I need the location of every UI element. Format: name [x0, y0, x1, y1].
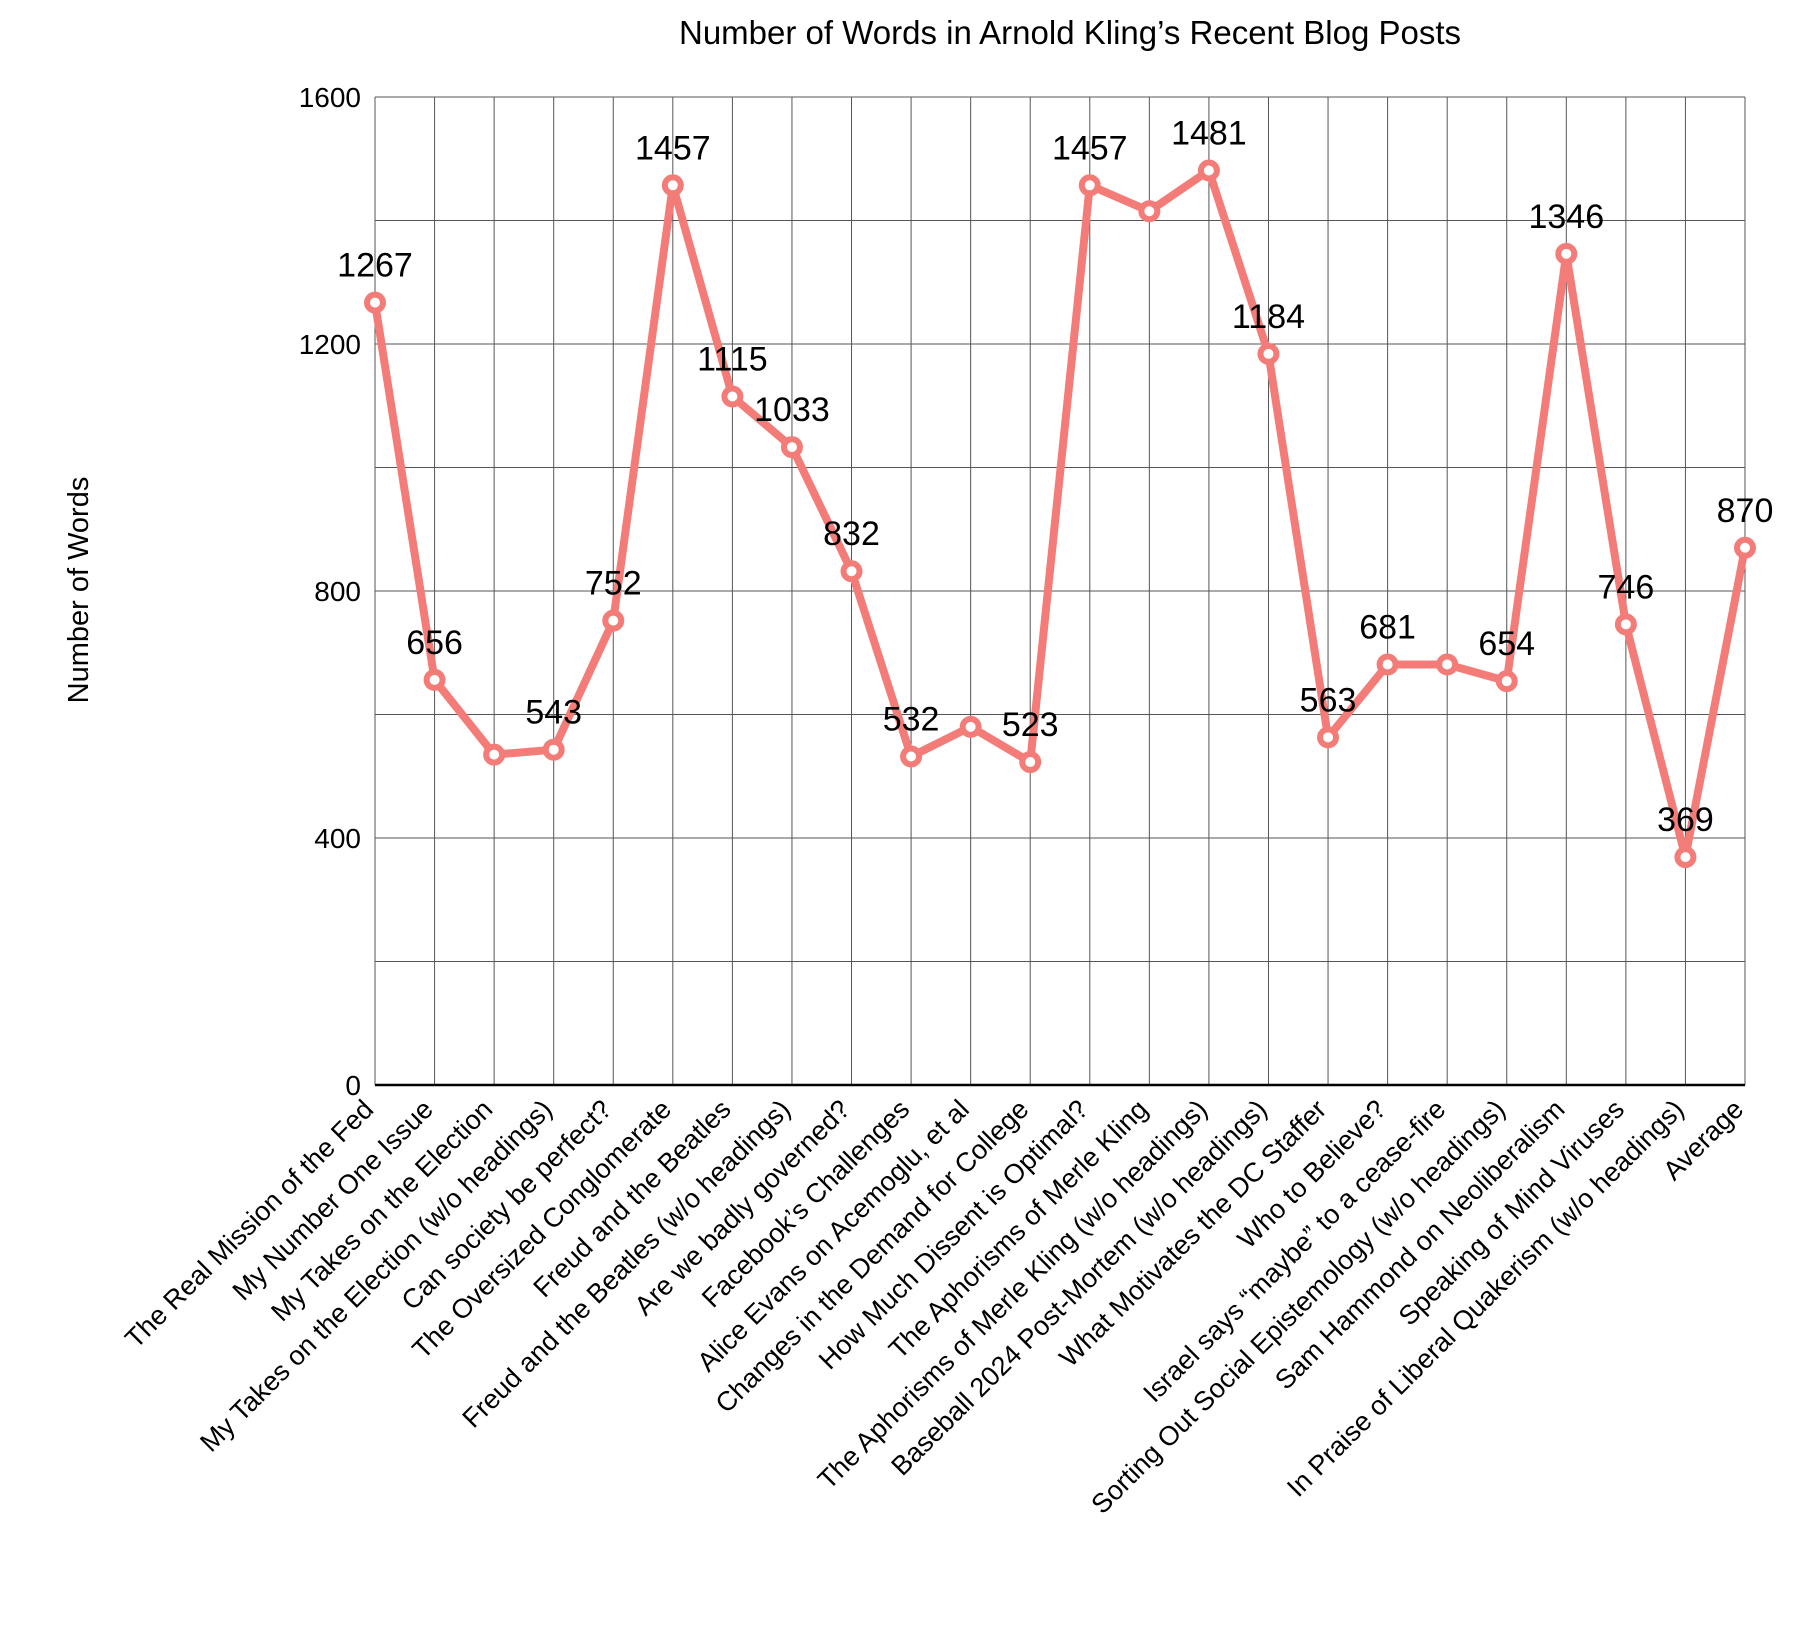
data-point: [780, 436, 803, 459]
data-label: 1184: [1232, 298, 1305, 336]
data-label: 681: [1359, 608, 1416, 646]
data-point: [1317, 726, 1340, 749]
data-point: [1078, 174, 1101, 197]
data-point: [542, 738, 565, 761]
data-label: 1457: [1052, 129, 1128, 167]
data-point: [661, 174, 684, 197]
data-label: 1346: [1528, 198, 1604, 236]
data-labels: 1267 656 543 752 1457 1115 1033 832 532 523 1457 14…: [337, 114, 1773, 839]
data-label: 746: [1598, 568, 1655, 606]
data-point: [1376, 653, 1399, 676]
data-point: [602, 609, 625, 632]
series-layer: [364, 159, 1756, 869]
y-tick-label: 1200: [299, 329, 361, 360]
data-label: 1481: [1171, 114, 1247, 152]
grid-layer: [374, 96, 1746, 1087]
data-point: [364, 291, 386, 314]
chart-title: Number of Words in Arnold Kling’s Recent…: [679, 14, 1461, 51]
y-tick-label: 1600: [299, 82, 361, 113]
y-axis-label: Number of Words: [63, 477, 95, 704]
data-point: [1555, 242, 1578, 265]
data-point: [1674, 846, 1697, 869]
data-point: [721, 385, 744, 408]
data-label: 752: [585, 565, 642, 603]
data-label: 832: [823, 515, 880, 553]
data-label: 1457: [635, 129, 711, 167]
data-label: 870: [1717, 492, 1774, 530]
data-label: 369: [1657, 801, 1714, 839]
data-label: 532: [883, 700, 940, 738]
data-label: 656: [406, 624, 463, 662]
data-point: [483, 743, 506, 766]
data-point: [423, 668, 446, 691]
data-label: 543: [525, 694, 582, 732]
data-point: [900, 745, 923, 768]
series-line: [371, 166, 1749, 862]
data-point: [1257, 342, 1280, 365]
data-point: [1436, 653, 1459, 676]
data-point: [1138, 200, 1161, 223]
data-label: 654: [1478, 625, 1535, 663]
data-label: 1267: [337, 247, 413, 285]
y-tick-label: 400: [314, 823, 361, 854]
y-tick-labels: 0 400 800 1200 1600: [299, 82, 361, 1101]
data-point: [1734, 536, 1756, 559]
data-label: 563: [1300, 681, 1357, 719]
data-label: 1033: [754, 391, 830, 429]
data-point: [959, 715, 982, 738]
data-label: 523: [1002, 706, 1059, 744]
data-point: [1197, 159, 1220, 182]
data-point: [1495, 670, 1518, 693]
data-point: [1614, 613, 1637, 636]
data-point: [1019, 751, 1042, 774]
y-tick-label: 0: [345, 1070, 361, 1101]
y-tick-label: 800: [314, 576, 361, 607]
data-point: [840, 560, 863, 583]
data-label: 1115: [697, 340, 768, 378]
